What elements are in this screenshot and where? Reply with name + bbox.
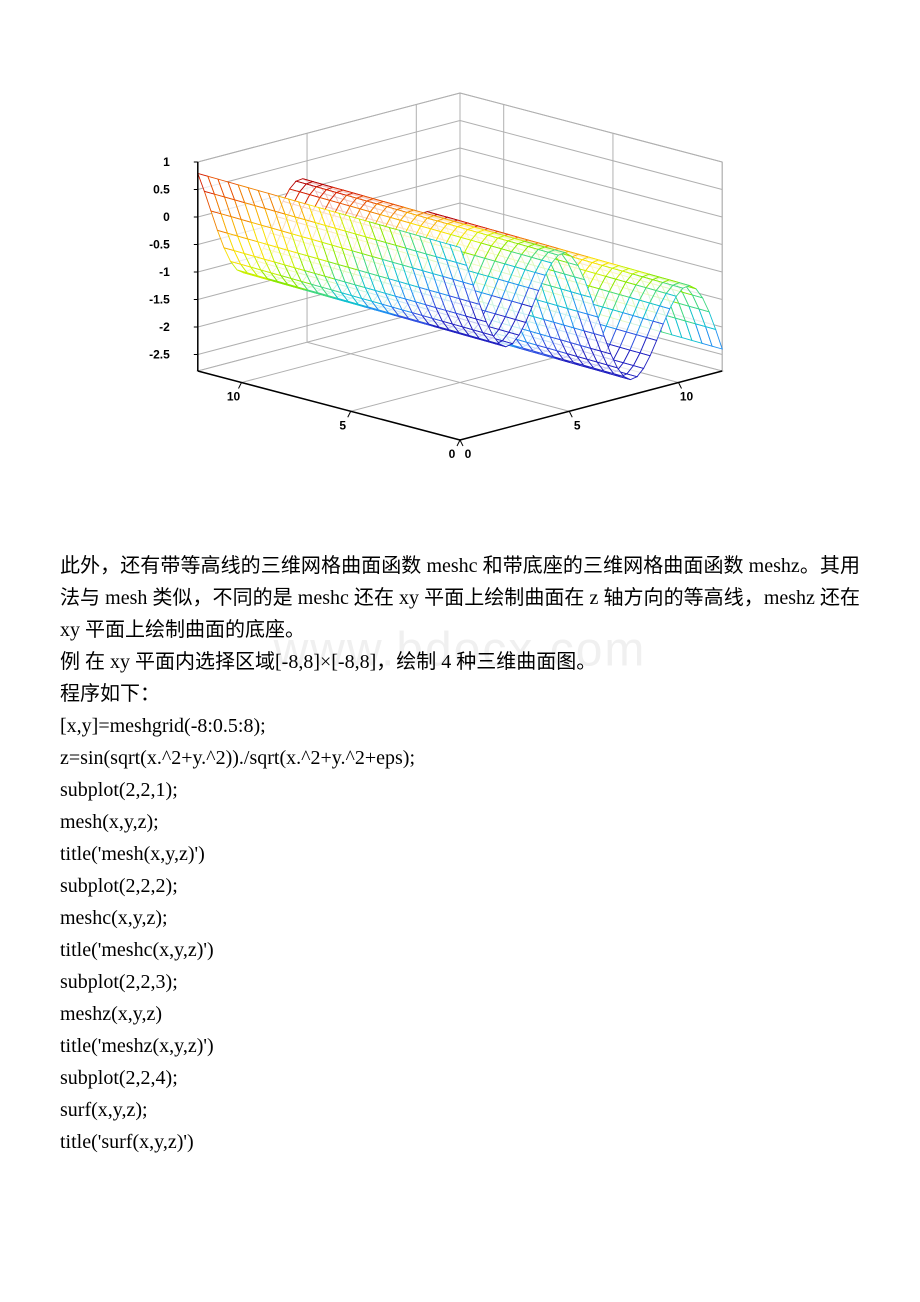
mesh-chart-figure: 1 0.5 0 -0.5 -1 -1.5 -2 -2.5 10 5 0 10 5 0	[140, 70, 780, 490]
code-line: meshc(x,y,z);	[60, 902, 860, 934]
mesh-3d-plot: 1 0.5 0 -0.5 -1 -1.5 -2 -2.5 10 5 0 10 5 0	[140, 70, 780, 490]
svg-text:10: 10	[680, 390, 694, 404]
svg-text:5: 5	[574, 418, 581, 432]
svg-text:0.5: 0.5	[153, 183, 170, 197]
document-body: 此外，还有带等高线的三维网格曲面函数 meshc 和带底座的三维网格曲面函数 m…	[60, 550, 860, 1158]
svg-text:0: 0	[465, 447, 472, 461]
svg-text:1: 1	[163, 155, 170, 169]
code-line: mesh(x,y,z);	[60, 806, 860, 838]
code-block: [x,y]=meshgrid(-8:0.5:8);z=sin(sqrt(x.^2…	[60, 710, 860, 1158]
code-line: subplot(2,2,1);	[60, 774, 860, 806]
code-line: subplot(2,2,4);	[60, 1062, 860, 1094]
code-line: title('mesh(x,y,z)')	[60, 838, 860, 870]
svg-text:5: 5	[339, 418, 346, 432]
svg-text:0: 0	[163, 210, 170, 224]
svg-text:-1.5: -1.5	[149, 293, 170, 307]
svg-text:-2: -2	[159, 320, 170, 334]
code-line: title('meshz(x,y,z)')	[60, 1030, 860, 1062]
svg-text:10: 10	[227, 390, 241, 404]
code-line: subplot(2,2,3);	[60, 966, 860, 998]
svg-text:-0.5: -0.5	[149, 238, 170, 252]
paragraph-program-label: 程序如下：	[60, 678, 860, 710]
code-line: meshz(x,y,z)	[60, 998, 860, 1030]
svg-text:-1: -1	[159, 265, 170, 279]
code-line: subplot(2,2,2);	[60, 870, 860, 902]
document-page: 10.50-0.5-1-1.5-2-2.510501050 www.bdocx.…	[0, 0, 920, 1198]
code-line: [x,y]=meshgrid(-8:0.5:8);	[60, 710, 860, 742]
paragraph-description: 此外，还有带等高线的三维网格曲面函数 meshc 和带底座的三维网格曲面函数 m…	[60, 550, 860, 646]
code-line: title('surf(x,y,z)')	[60, 1126, 860, 1158]
code-line: z=sin(sqrt(x.^2+y.^2))./sqrt(x.^2+y.^2+e…	[60, 742, 860, 774]
code-line: surf(x,y,z);	[60, 1094, 860, 1126]
svg-text:0: 0	[449, 447, 456, 461]
paragraph-example: 例 在 xy 平面内选择区域[-8,8]×[-8,8]，绘制 4 种三维曲面图。	[60, 646, 860, 678]
code-line: title('meshc(x,y,z)')	[60, 934, 860, 966]
svg-text:-2.5: -2.5	[149, 348, 170, 362]
